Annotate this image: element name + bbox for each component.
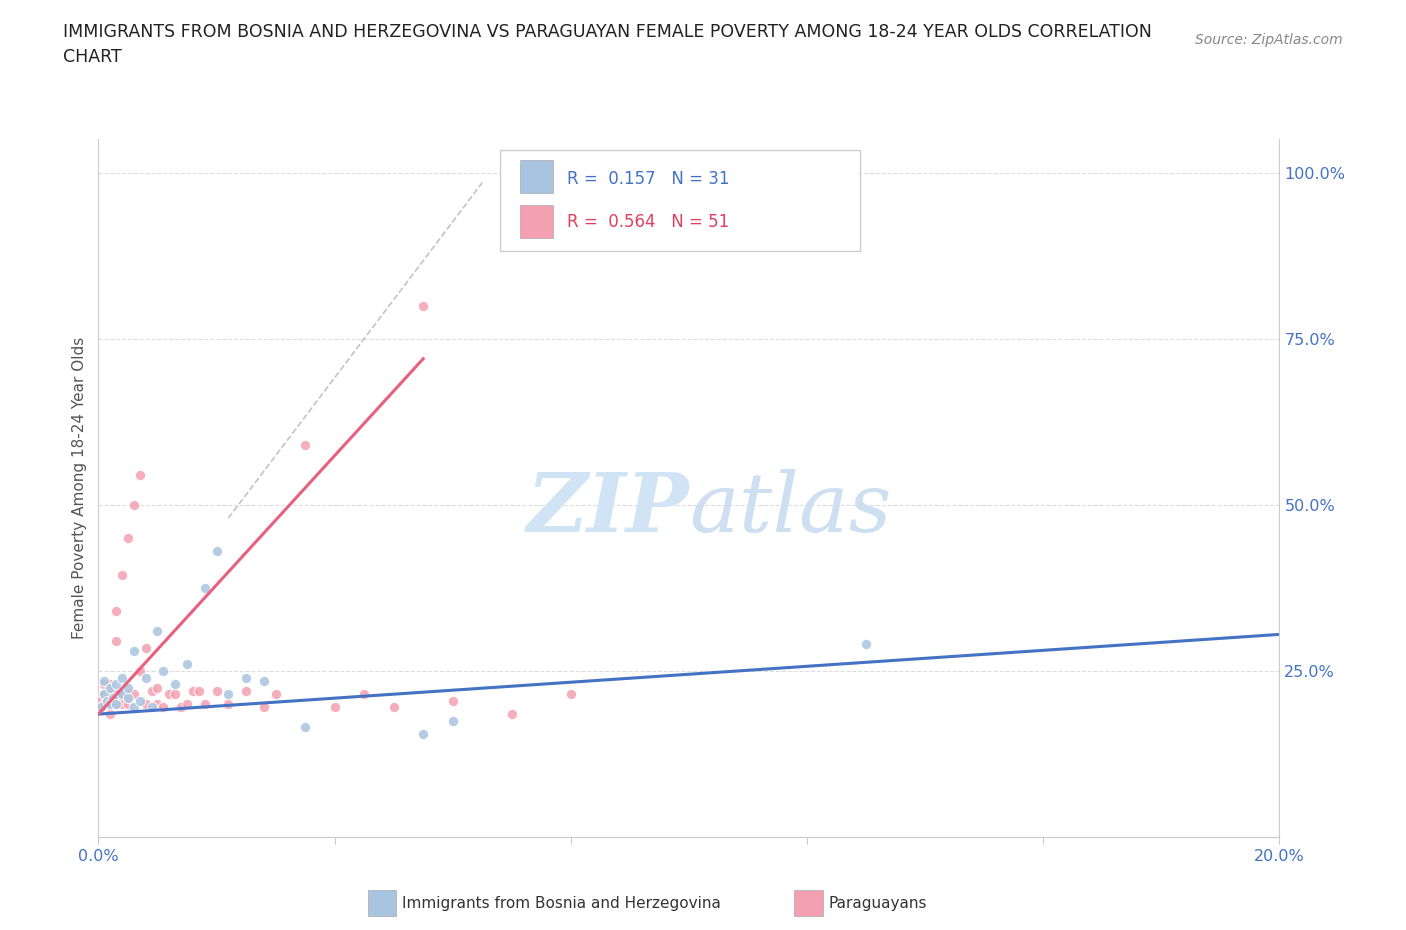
Point (105, 677, 128, 692)
Point (412, 726, 434, 741)
Text: Source: ZipAtlas.com: Source: ZipAtlas.com (1195, 33, 1343, 46)
Point (194, 580, 217, 595)
Point (103, 690, 125, 705)
Point (187, 684, 209, 698)
Point (111, 686, 134, 701)
Point (141, 700, 163, 715)
Point (135, 671, 157, 685)
Point (141, 684, 163, 698)
Point (89, 694, 111, 709)
Point (105, 697, 128, 711)
Point (264, 686, 287, 701)
Point (98, 677, 121, 692)
Point (90, 700, 112, 715)
Point (353, 686, 375, 701)
Point (170, 700, 193, 715)
Point (135, 640, 157, 655)
Text: atlas: atlas (689, 469, 891, 550)
Point (117, 686, 139, 701)
Point (205, 684, 228, 698)
Point (235, 671, 257, 685)
Point (294, 720, 316, 735)
Point (205, 544, 228, 559)
Point (122, 644, 145, 658)
Point (441, 713, 464, 728)
Point (98, 680, 121, 695)
Point (253, 673, 276, 688)
Point (105, 604, 128, 618)
Point (111, 567, 134, 582)
Point (560, 686, 582, 701)
Text: IMMIGRANTS FROM BOSNIA AND HERZEGOVINA VS PARAGUAYAN FEMALE POVERTY AMONG 18-24 : IMMIGRANTS FROM BOSNIA AND HERZEGOVINA V… (63, 23, 1152, 41)
Point (93, 673, 115, 688)
Point (619, 198, 641, 213)
Point (146, 624, 169, 639)
Text: ZIP: ZIP (526, 469, 689, 550)
Point (176, 657, 198, 671)
Point (98, 686, 121, 701)
Point (96, 694, 118, 709)
Bar (520, 160, 553, 193)
Point (412, 299, 434, 313)
Point (122, 498, 145, 512)
Point (90, 700, 112, 715)
Point (128, 663, 150, 678)
Point (117, 697, 139, 711)
Point (146, 680, 169, 695)
Text: Paraguayans: Paraguayans (828, 897, 927, 911)
Point (117, 690, 139, 705)
Point (323, 700, 346, 715)
Point (111, 671, 134, 685)
Bar (520, 205, 553, 238)
Point (93, 677, 115, 692)
Point (98, 697, 121, 711)
Point (111, 697, 134, 711)
FancyBboxPatch shape (501, 150, 860, 251)
Point (93, 697, 115, 711)
Text: R =  0.157   N = 31: R = 0.157 N = 31 (567, 170, 730, 188)
Point (128, 468, 150, 483)
Point (111, 686, 134, 701)
Y-axis label: Female Poverty Among 18-24 Year Olds: Female Poverty Among 18-24 Year Olds (72, 338, 87, 640)
Point (501, 707, 523, 722)
Point (165, 686, 187, 701)
Point (122, 686, 145, 701)
Point (181, 684, 204, 698)
Point (152, 700, 174, 715)
Point (105, 697, 128, 711)
Point (217, 697, 239, 711)
Point (96, 690, 118, 705)
Point (105, 633, 128, 648)
Point (117, 680, 139, 695)
Point (253, 700, 276, 715)
Point (855, 637, 877, 652)
Point (93, 686, 115, 701)
Point (194, 697, 217, 711)
Point (165, 677, 187, 692)
Point (294, 438, 316, 453)
Point (217, 686, 239, 701)
Point (441, 694, 464, 709)
Point (103, 694, 125, 709)
Point (382, 700, 405, 715)
Point (128, 694, 150, 709)
Point (135, 697, 157, 711)
Point (122, 700, 145, 715)
Point (98, 707, 121, 722)
Point (152, 663, 174, 678)
Point (105, 686, 128, 701)
Point (146, 697, 169, 711)
Point (93, 686, 115, 701)
Text: CHART: CHART (63, 48, 122, 66)
Text: R =  0.564   N = 51: R = 0.564 N = 51 (567, 213, 730, 232)
Text: Immigrants from Bosnia and Herzegovina: Immigrants from Bosnia and Herzegovina (402, 897, 721, 911)
Point (176, 697, 198, 711)
Point (157, 686, 180, 701)
Point (117, 531, 139, 546)
Point (235, 684, 257, 698)
